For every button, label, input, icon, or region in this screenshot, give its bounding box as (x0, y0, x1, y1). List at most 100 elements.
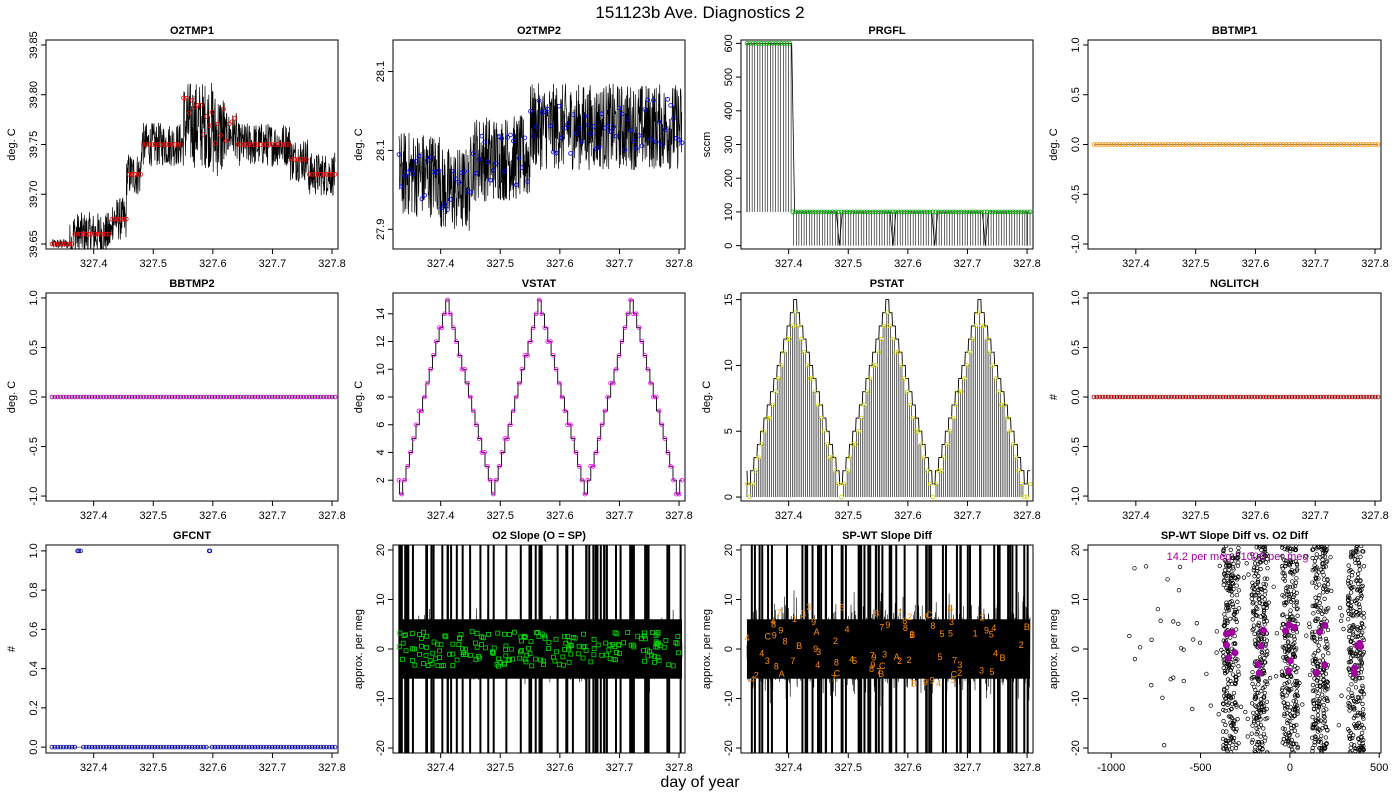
data-point (1361, 610, 1366, 616)
data-point (258, 744, 263, 750)
data-point (523, 659, 529, 665)
data-point (450, 641, 456, 647)
data-point (1312, 558, 1318, 564)
data-series (744, 41, 1033, 246)
data-point (1254, 731, 1259, 737)
data-point (1131, 394, 1137, 400)
data-point (668, 103, 673, 108)
data-point (671, 116, 676, 122)
data-point (1281, 621, 1286, 627)
data-point (1358, 394, 1364, 400)
data-point (456, 353, 462, 358)
fit-point (1350, 664, 1358, 672)
tank-label: 5 (990, 667, 995, 677)
y-tick-label: 400 (723, 102, 735, 120)
data-point (1361, 142, 1366, 147)
data-point (1243, 394, 1249, 400)
data-point (1223, 142, 1229, 147)
data-point (321, 394, 326, 400)
data-point (286, 744, 292, 750)
data-point (198, 102, 203, 108)
data-point (1225, 620, 1230, 625)
data-point (611, 380, 616, 386)
data-point (1221, 707, 1226, 713)
data-point (679, 140, 685, 146)
x-tick-label: 327.4 (775, 258, 803, 270)
y-tick-label: 15 (723, 293, 735, 305)
data-point (264, 394, 269, 400)
data-point (1372, 394, 1378, 400)
data-point (1254, 545, 1259, 550)
data-point (485, 464, 490, 469)
data-point (1318, 737, 1323, 742)
data-point (856, 209, 861, 215)
data-point (1262, 584, 1267, 590)
data-point (490, 650, 495, 655)
data-point (776, 376, 781, 381)
data-point (1226, 663, 1231, 668)
data-point (1094, 394, 1100, 400)
data-point (541, 658, 546, 664)
data-point (447, 651, 453, 657)
data-point (126, 744, 132, 750)
data-point (1222, 558, 1228, 563)
data-point (327, 744, 332, 750)
data-point (1250, 617, 1255, 622)
data-point (1348, 554, 1354, 560)
data-point (467, 652, 473, 658)
data-point (1283, 563, 1288, 569)
x-tick-label: 327.6 (894, 258, 922, 270)
data-point (413, 158, 419, 164)
data-point (207, 548, 213, 554)
data-point (1293, 694, 1298, 699)
y-tick-label: -20 (723, 740, 735, 756)
tank-label: 8 (771, 619, 776, 629)
data-point (1312, 740, 1317, 745)
data-point (1225, 685, 1230, 690)
data-point (1346, 593, 1351, 598)
data-point (255, 142, 261, 147)
data-point (101, 231, 106, 237)
data-point (332, 172, 338, 177)
data-point (206, 394, 212, 400)
data-point (229, 394, 235, 400)
data-point (232, 115, 238, 121)
data-point (1240, 142, 1246, 147)
panel-title: SP-WT Slope Diff vs. O2 Diff (1161, 530, 1309, 542)
data-point (75, 231, 80, 237)
data-point (605, 394, 610, 400)
data-point (899, 209, 904, 215)
data-point (1310, 603, 1315, 609)
x-tick-label: 327.6 (1242, 510, 1270, 522)
y-axis-label: approx. per meg (1048, 609, 1060, 689)
data-point (419, 408, 425, 414)
data-point (1295, 665, 1300, 671)
data-point (1177, 564, 1183, 570)
data-point (476, 436, 482, 441)
data-point (400, 640, 406, 646)
data-point (1223, 618, 1228, 623)
data-point (1154, 394, 1160, 400)
data-point (641, 648, 646, 654)
data-point (1212, 394, 1217, 400)
data-point (318, 394, 324, 400)
panel-title: SP-WT Slope Diff (842, 530, 932, 542)
data-point (642, 107, 648, 112)
data-point (513, 394, 519, 400)
data-point (1315, 729, 1321, 734)
data-point (1225, 608, 1230, 613)
data-point (1275, 142, 1280, 147)
tank-label: B (911, 678, 917, 688)
plot-frame (392, 39, 686, 250)
data-point (402, 173, 407, 179)
data-point (821, 428, 827, 434)
data-point (651, 394, 656, 400)
data-point (1250, 627, 1255, 632)
tank-label: 2 (907, 655, 912, 665)
data-point (1257, 600, 1263, 606)
data-point (295, 394, 301, 400)
tank-label: 4 (745, 633, 750, 643)
data-point (1252, 748, 1257, 753)
data-point (744, 41, 750, 46)
data-point (121, 394, 126, 400)
